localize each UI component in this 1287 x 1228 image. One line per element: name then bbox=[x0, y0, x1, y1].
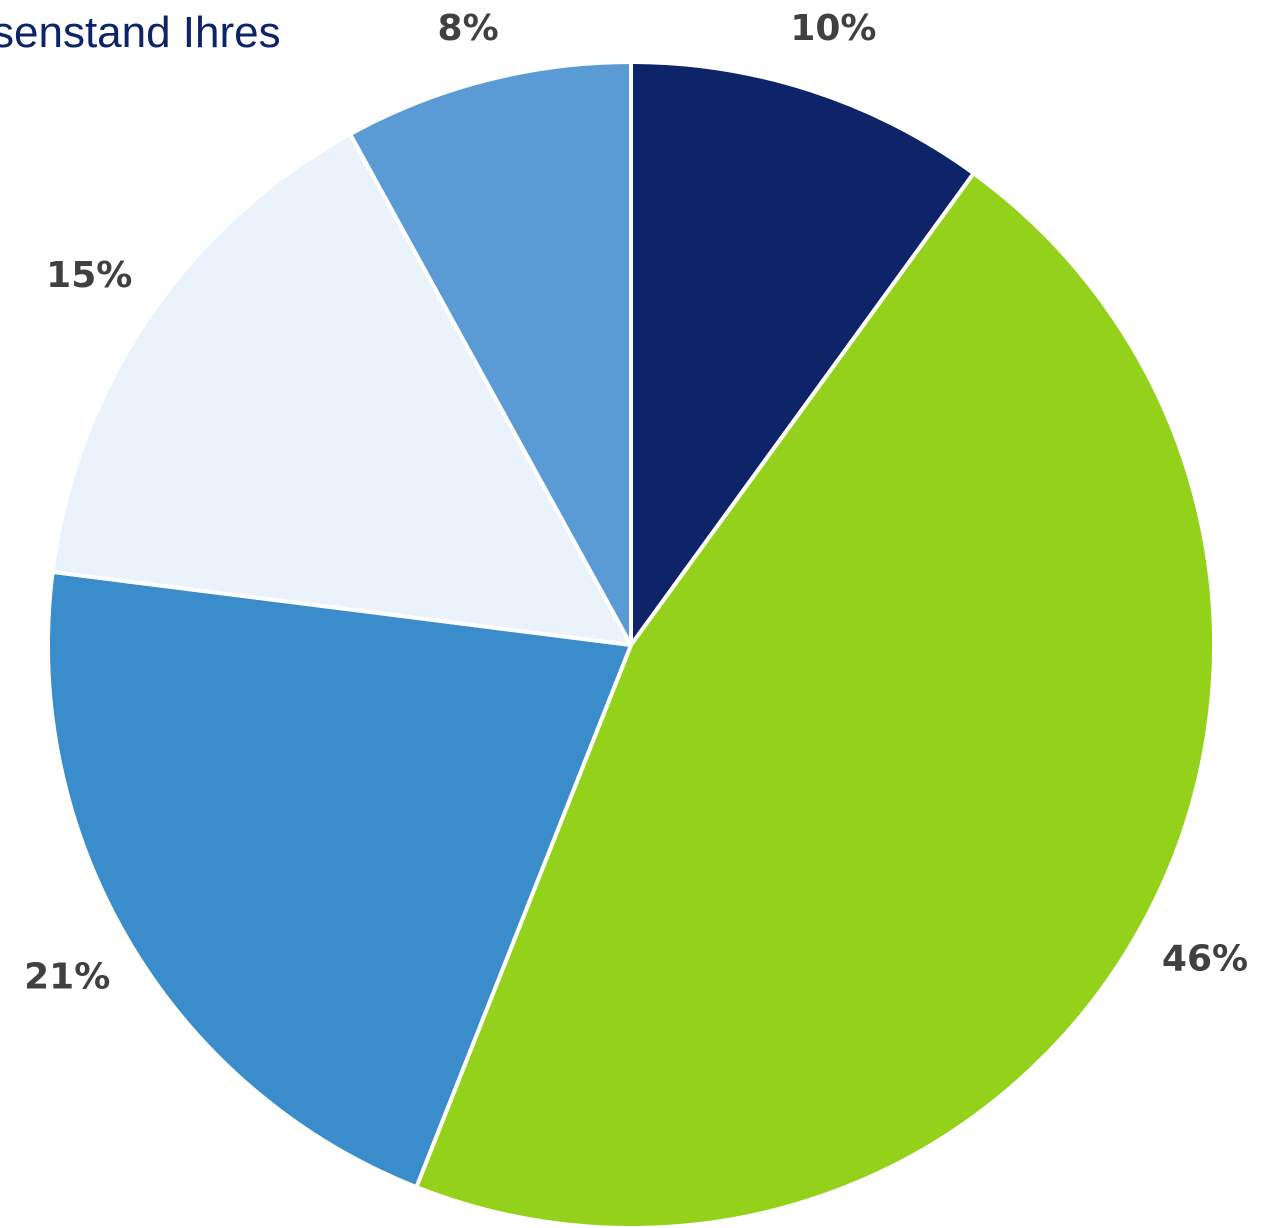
pie-slice-label-4: 15% bbox=[46, 255, 132, 296]
pie-slice-3 bbox=[46, 569, 633, 1190]
pie-slice-2 bbox=[414, 171, 1216, 1228]
pie-slice-label-1: 10% bbox=[790, 8, 876, 49]
pie-slice-label-2: 46% bbox=[1162, 939, 1248, 980]
pie-slice-5 bbox=[348, 60, 633, 647]
pie-slice-label-3: 21% bbox=[24, 956, 110, 997]
pie-slice-4 bbox=[50, 132, 633, 647]
chart-title: senstand Ihres bbox=[0, 8, 281, 57]
pie-slice-label-5: 8% bbox=[438, 8, 499, 49]
pie-slice-1 bbox=[629, 60, 976, 647]
